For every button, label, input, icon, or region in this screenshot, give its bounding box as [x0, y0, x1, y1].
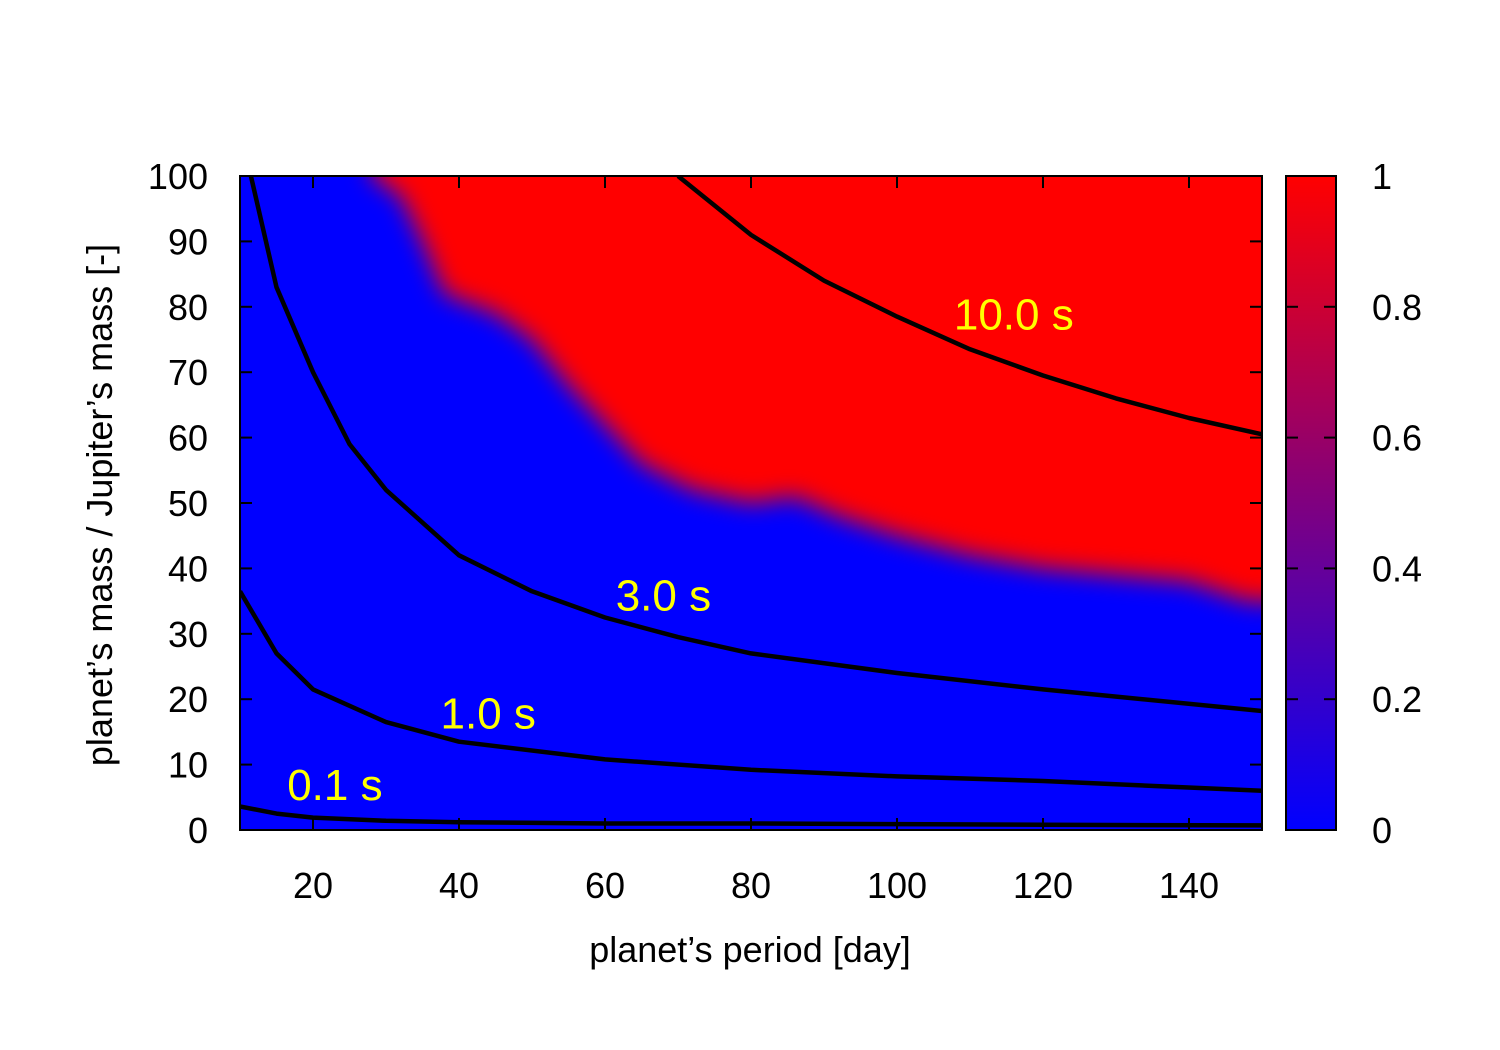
contour-line: [240, 804, 1262, 828]
colorbar: 0 0.2 0.4 0.6 0.8 1: [1285, 156, 1422, 851]
y-tick-label: 20: [168, 679, 208, 720]
y-tick-label: 70: [168, 352, 208, 393]
colorbar-tick-label: 0.4: [1372, 548, 1422, 589]
colorbar-ticks: 0 0.2 0.4 0.6 0.8 1: [1286, 156, 1422, 851]
y-tick-label: 100: [148, 156, 208, 197]
contour-label: 3.0 s: [616, 572, 711, 621]
y-tick-label: 0: [188, 810, 208, 851]
contour-labels: 0.1 s 1.0 s 3.0 s 10.0 s: [287, 290, 1074, 810]
y-axis-ticks: 0 10 20 30 40 50 60 70 80 90 100: [148, 156, 1262, 851]
contour-label: 1.0 s: [441, 689, 536, 738]
plot-area: [240, 176, 1262, 830]
colorbar-tick-label: 0.6: [1372, 418, 1422, 459]
colorbar-tick-label: 0: [1372, 810, 1392, 851]
x-tick-label: 40: [439, 865, 479, 906]
heatmap-high-region: [371, 176, 1262, 602]
x-axis-title: planet’s period [day]: [589, 929, 911, 970]
y-tick-label: 40: [168, 548, 208, 589]
contour-line: [248, 176, 1262, 714]
x-tick-label: 80: [731, 865, 771, 906]
colorbar-tick-label: 0.2: [1372, 679, 1422, 720]
contour-label: 0.1 s: [287, 761, 382, 810]
colorbar-gradient: [1285, 175, 1337, 831]
y-tick-label: 30: [168, 614, 208, 655]
y-axis-title: planet’s mass / Jupiter’s mass [-]: [79, 244, 120, 766]
contour-line: [676, 176, 1262, 437]
y-tick-label: 10: [168, 745, 208, 786]
x-tick-label: 60: [585, 865, 625, 906]
contour-label: 10.0 s: [954, 290, 1074, 339]
y-tick-label: 50: [168, 483, 208, 524]
x-axis-ticks: 20 40 60 80 100 120 140: [293, 176, 1219, 906]
x-tick-label: 120: [1013, 865, 1073, 906]
contour-lines: [240, 176, 1262, 828]
y-tick-label: 80: [168, 287, 208, 328]
x-tick-label: 100: [867, 865, 927, 906]
colorbar-tick-label: 1: [1372, 156, 1392, 197]
x-tick-label: 20: [293, 865, 333, 906]
colorbar-tick-label: 0.8: [1372, 287, 1422, 328]
x-tick-label: 140: [1159, 865, 1219, 906]
y-tick-label: 60: [168, 418, 208, 459]
y-tick-label: 90: [168, 221, 208, 262]
contour-line: [240, 590, 1262, 794]
